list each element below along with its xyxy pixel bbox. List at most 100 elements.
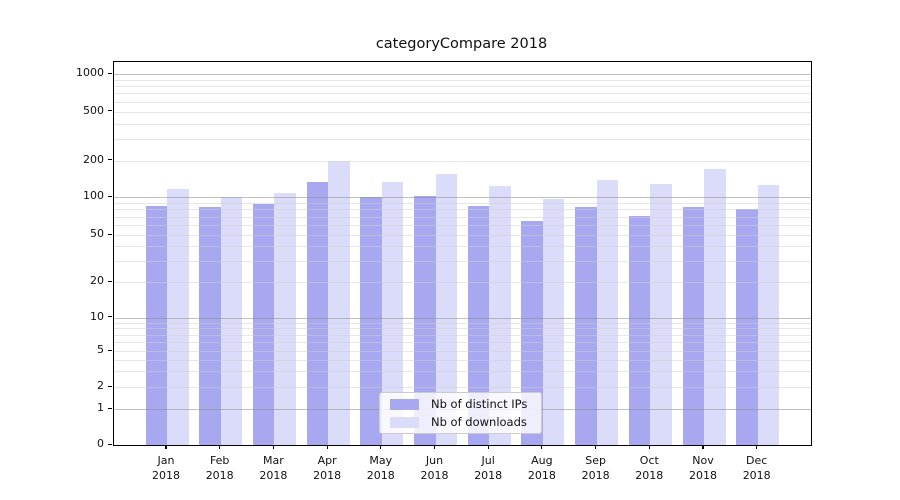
- y-tick-label-5: 5: [97, 343, 104, 356]
- y-tick-label-0: 0: [97, 437, 104, 450]
- y-tick-mark-50: [108, 233, 112, 235]
- x-tick-label-oct: Oct 2018: [621, 453, 677, 483]
- gridline-8: [114, 328, 811, 330]
- legend-entry-downloads: Nb of downloads: [385, 413, 536, 431]
- x-tick-month: Sep: [585, 454, 606, 467]
- y-tick-mark-0: [108, 443, 112, 445]
- gridline-600: [114, 101, 811, 103]
- x-tick-mark-jun: [433, 445, 436, 449]
- x-tick-month: Feb: [209, 454, 230, 467]
- x-tick-mark-jul: [487, 445, 489, 449]
- x-tick-label-nov: Nov 2018: [675, 453, 731, 483]
- bar-distinct-ips-dec: [736, 209, 758, 445]
- gridline-20: [114, 282, 811, 283]
- gridline-70: [114, 216, 811, 218]
- y-tick-mark-100: [108, 195, 112, 197]
- gridline-700: [114, 93, 811, 95]
- gridline-300: [114, 139, 811, 141]
- y-tick-mark-1: [108, 407, 112, 409]
- x-tick-month: Jan: [157, 454, 175, 467]
- x-tick-mark-jan: [165, 445, 167, 449]
- x-tick-mark-may: [380, 445, 382, 449]
- x-tick-label-jul: Jul 2018: [460, 453, 516, 483]
- bar-downloads-jan: [167, 188, 189, 445]
- y-tick-label-2: 2: [97, 379, 104, 392]
- legend: Nb of distinct IPs Nb of downloads: [379, 392, 542, 434]
- y-tick-label-1000: 1000: [76, 66, 104, 79]
- gridline-30: [114, 261, 811, 263]
- bar-downloads-feb: [220, 197, 243, 445]
- x-tick-year: 2018: [420, 469, 449, 482]
- x-tick-year: 2018: [581, 469, 610, 482]
- y-tick-label-100: 100: [83, 189, 104, 203]
- y-tick-label-200: 200: [83, 152, 104, 166]
- x-tick-year: 2018: [366, 469, 395, 482]
- gridline-90: [114, 203, 811, 205]
- y-tick-label-50: 50: [90, 227, 104, 240]
- gridline-80: [114, 209, 811, 211]
- bar-distinct-ips-sep: [575, 207, 597, 445]
- gridline-50: [114, 235, 811, 236]
- bar-distinct-ips-jun: [414, 196, 436, 445]
- legend-entry-distinct-ips: Nb of distinct IPs: [385, 395, 536, 413]
- x-tick-mark-nov: [702, 445, 704, 449]
- x-tick-year: 2018: [313, 469, 342, 482]
- plot-area: [113, 61, 812, 446]
- x-tick-label-jan: Jan 2018: [138, 453, 194, 483]
- legend-swatch-distinct-ips: [390, 398, 419, 410]
- x-tick-year: 2018: [205, 469, 234, 482]
- x-tick-year: 2018: [635, 469, 664, 482]
- x-tick-label-dec: Dec 2018: [729, 453, 785, 483]
- x-tick-year: 2018: [689, 469, 717, 482]
- x-tick-label-may: May 2018: [353, 453, 409, 483]
- x-tick-mark-aug: [541, 445, 543, 449]
- y-tick-mark-200: [108, 159, 112, 161]
- x-tick-mark-feb: [219, 445, 221, 449]
- gridline-400: [114, 123, 811, 125]
- bar-downloads-aug: [542, 198, 565, 445]
- x-tick-year: 2018: [152, 469, 180, 482]
- gridline-40: [114, 246, 811, 248]
- x-tick-month: Dec: [746, 454, 768, 467]
- gridline-900: [114, 79, 811, 81]
- bar-downloads-nov: [704, 169, 726, 445]
- gridline-6: [114, 342, 811, 344]
- x-tick-month: Mar: [263, 454, 284, 467]
- gridline-10: [114, 317, 811, 319]
- legend-swatch-downloads: [390, 416, 419, 428]
- x-tick-label-sep: Sep 2018: [568, 453, 624, 483]
- bar-distinct-ips-nov: [682, 206, 704, 445]
- bar-distinct-ips-apr: [306, 182, 329, 445]
- x-tick-mark-mar: [272, 445, 274, 449]
- x-tick-label-jun: Jun 2018: [407, 453, 463, 483]
- bar-distinct-ips-jul: [467, 205, 490, 445]
- y-tick-mark-5: [108, 349, 112, 351]
- gridline-1000: [114, 74, 811, 75]
- chart-title: categoryCompare 2018: [375, 36, 548, 52]
- gridline-3: [114, 371, 811, 373]
- legend-label-downloads: Nb of downloads: [431, 415, 527, 429]
- x-tick-year: 2018: [259, 469, 288, 482]
- bar-downloads-dec: [757, 185, 780, 445]
- bar-distinct-ips-oct: [628, 215, 651, 445]
- y-tick-label-20: 20: [90, 274, 104, 287]
- x-tick-month: May: [369, 454, 393, 467]
- x-tick-label-feb: Feb 2018: [192, 453, 248, 483]
- bar-downloads-oct: [650, 183, 672, 445]
- x-tick-label-apr: Apr 2018: [299, 453, 355, 483]
- gridline-5: [114, 351, 811, 352]
- gridline-500: [114, 111, 811, 113]
- y-tick-mark-10: [108, 316, 112, 318]
- x-tick-year: 2018: [742, 469, 771, 482]
- x-tick-year: 2018: [527, 469, 556, 482]
- y-tick-mark-500: [108, 110, 112, 112]
- bar-downloads-jul: [489, 186, 511, 445]
- y-tick-mark-2: [108, 385, 112, 387]
- x-tick-label-mar: Mar 2018: [245, 453, 301, 483]
- x-tick-mark-dec: [756, 445, 758, 449]
- legend-label-distinct-ips: Nb of distinct IPs: [431, 397, 528, 411]
- gridline-200: [114, 160, 811, 162]
- x-tick-mark-oct: [648, 445, 650, 449]
- y-tick-mark-1000: [108, 72, 112, 74]
- bar-distinct-ips-aug: [521, 220, 543, 445]
